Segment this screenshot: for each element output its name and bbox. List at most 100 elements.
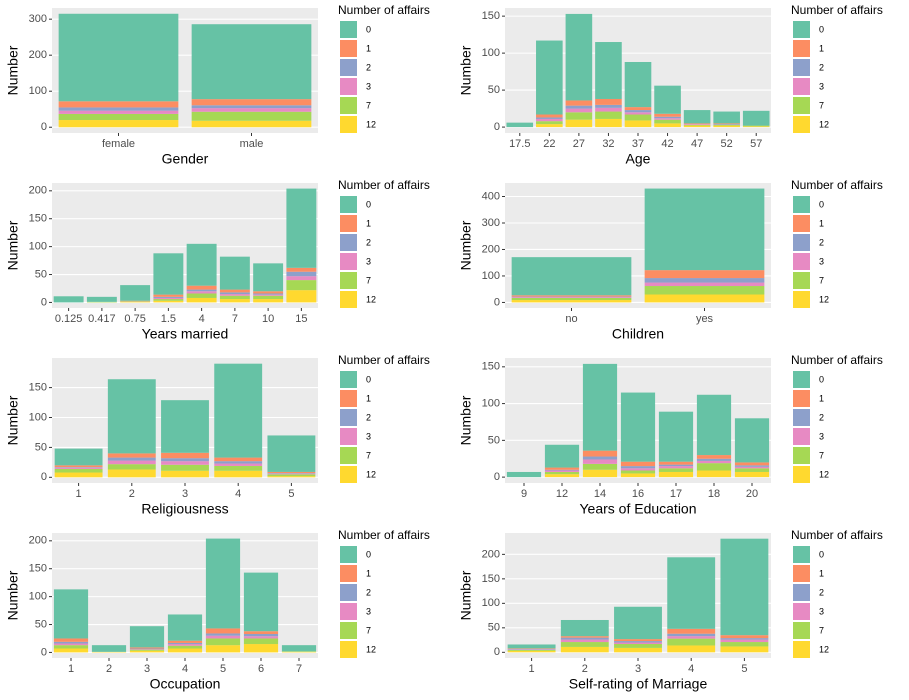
bar-segment [267, 473, 316, 475]
bar-segment [267, 476, 316, 478]
legend-label: 0 [366, 24, 371, 34]
legend-label: 3 [366, 606, 371, 616]
legend-label: 1 [819, 568, 824, 578]
bar-segment [53, 589, 89, 639]
x-axis-title: Gender [162, 151, 209, 167]
bar-segment [536, 121, 563, 125]
legend-label: 12 [819, 294, 829, 304]
x-tick-label: 0.417 [88, 313, 116, 325]
legend-label: 12 [366, 119, 376, 129]
bar-segment [91, 645, 127, 652]
bar-segment [582, 463, 618, 470]
bar-segment [734, 468, 770, 472]
bar-segment [696, 470, 732, 478]
bar-segment [161, 458, 209, 462]
bar-segment [53, 643, 89, 646]
bar-segment [614, 639, 662, 642]
bar-segment [713, 125, 740, 128]
bar-segment [107, 453, 156, 458]
y-tick-label: 300 [482, 217, 500, 229]
bar-segment [191, 120, 312, 128]
legend-key [793, 546, 810, 563]
legend-key [793, 603, 810, 620]
legend-label: 7 [819, 450, 824, 460]
x-tick-label: 0.125 [55, 313, 83, 325]
bar-segment [734, 462, 770, 466]
legend-key [793, 565, 810, 582]
legend-label: 3 [819, 256, 824, 266]
bar-segment [53, 645, 89, 649]
bar-segment [205, 633, 241, 636]
bar-segment [544, 467, 580, 470]
legend-key [793, 447, 810, 464]
y-tick-label: 0 [494, 121, 500, 133]
legend-label: 12 [819, 644, 829, 654]
x-tick-label: 17 [670, 488, 682, 500]
bar-segment [658, 468, 694, 472]
bar-segment [167, 645, 203, 649]
bar-segment [243, 638, 279, 645]
legend-title: Number of affairs [338, 528, 430, 542]
bar-segment [560, 637, 609, 640]
bar-segment [186, 285, 217, 290]
bar-segment [107, 464, 156, 470]
legend-key [340, 565, 357, 582]
bar-segment [167, 648, 203, 653]
legend-key [793, 584, 810, 601]
x-tick-label: 22 [543, 138, 555, 150]
legend-key [340, 97, 357, 114]
y-tick-label: 400 [482, 190, 500, 202]
bar-segment [58, 107, 179, 111]
legend-key [793, 291, 810, 308]
legend-key [340, 409, 357, 426]
legend-key [340, 215, 357, 232]
y-tick-label: 50 [35, 441, 47, 453]
x-tick-label: 47 [691, 138, 703, 150]
legend-key [793, 390, 810, 407]
legend-title: Number of affairs [338, 178, 430, 192]
bar-segment [214, 463, 263, 466]
x-tick-label: male [240, 138, 264, 150]
bar-segment [186, 243, 217, 286]
bar-segment [624, 120, 652, 128]
bar-segment [536, 117, 563, 119]
legend-label: 1 [366, 218, 371, 228]
bar-segment [53, 648, 89, 653]
bar-segment [654, 113, 681, 117]
bar-segment [281, 651, 317, 653]
x-tick-label: 4 [235, 488, 241, 500]
bar-segment [253, 293, 284, 295]
bar-segment [129, 649, 165, 651]
y-tick-label: 300 [29, 13, 47, 25]
bar-segment [214, 465, 263, 471]
legend-key [340, 371, 357, 388]
legend-key [340, 546, 357, 563]
bar-segment [129, 650, 165, 653]
bar-segment [167, 640, 203, 643]
y-tick-label: 0 [41, 296, 47, 308]
y-axis-title: Number [5, 395, 21, 445]
legend-key [340, 272, 357, 289]
y-tick-label: 0 [41, 471, 47, 483]
legend-key [340, 390, 357, 407]
x-tick-label: 12 [556, 488, 568, 500]
bar-segment [58, 101, 179, 108]
x-tick-label: 37 [632, 138, 644, 150]
bar-segment [186, 291, 217, 294]
legend-key [793, 641, 810, 658]
bar-segment [696, 463, 732, 471]
bar-segment [120, 301, 151, 302]
y-tick-label: 0 [494, 471, 500, 483]
legend-label: 2 [819, 237, 824, 247]
bar-segment [624, 107, 652, 111]
bar-segment [565, 100, 593, 106]
bar-segment [243, 631, 279, 635]
legend-key [340, 584, 357, 601]
legend-label: 2 [366, 412, 371, 422]
bar-segment [644, 270, 765, 279]
bar-segment [511, 295, 632, 297]
x-tick-label: 14 [594, 488, 606, 500]
bar-segment [286, 188, 317, 268]
bar-segment [507, 644, 556, 649]
